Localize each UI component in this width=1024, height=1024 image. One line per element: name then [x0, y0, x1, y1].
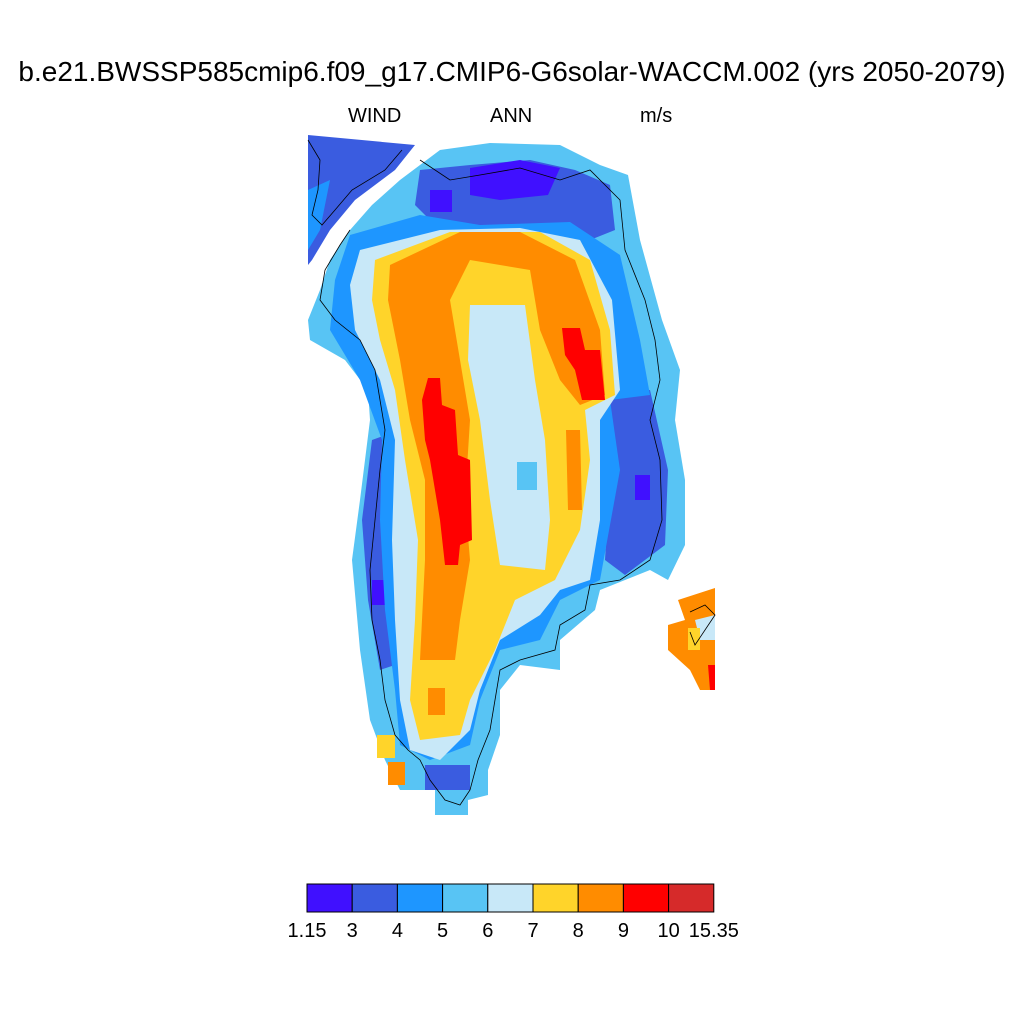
colorbar-box-5 — [532, 883, 579, 913]
colorbar-box-4 — [487, 883, 534, 913]
colorbar-tick-label: 5 — [437, 920, 449, 942]
colorbar-tick-label: 3 — [346, 920, 358, 942]
variable-label: WIND — [348, 105, 402, 127]
colorbar-tick-label: 6 — [482, 920, 494, 942]
iceland-red — [708, 665, 715, 690]
colorbar-tick-label: 1.15 — [287, 920, 327, 942]
colorbar-box-2 — [396, 883, 444, 913]
southwest-yellow-spot — [377, 735, 395, 758]
southwest-orange-spot — [388, 762, 405, 785]
north-blue-cap — [415, 160, 615, 240]
north-purple-cap — [470, 160, 560, 200]
colorbar-box-6 — [577, 883, 624, 913]
colorbar-box-3 — [442, 883, 489, 913]
south-orange-spot — [428, 688, 445, 715]
nw-land-patch — [308, 135, 415, 265]
colorbar-box-7 — [622, 883, 670, 913]
colorbar-tick-label: 4 — [391, 920, 403, 942]
north-purple-spot — [430, 190, 452, 212]
colorbar-tick-label: 10 — [657, 920, 680, 942]
colorbar-tick-label: 8 — [572, 920, 584, 942]
wind-field — [307, 135, 716, 815]
south-blue-patch — [425, 765, 470, 790]
season-label: ANN — [490, 105, 533, 127]
coastline-iceland — [689, 604, 716, 646]
units-label: m/s — [640, 105, 673, 127]
west-red-max — [422, 378, 472, 565]
colorbar-tick-label: 9 — [617, 920, 629, 942]
colorbar-box-1 — [351, 883, 398, 913]
colorbar-tick-label: 15.35 — [688, 920, 739, 942]
coastline — [319, 159, 663, 806]
colorbar-box-8 — [668, 883, 715, 913]
east-orange-strip — [566, 430, 582, 510]
orange-band — [388, 232, 605, 660]
interior-pale-dome — [468, 305, 550, 570]
east-red-max — [562, 328, 605, 400]
nw-land-edge — [308, 180, 330, 250]
coastline-nw — [307, 139, 403, 226]
east-purple-spot — [635, 475, 650, 500]
plot-title: b.e21.BWSSP585cmip6.f09_g17.CMIP6-G6sola… — [18, 56, 1006, 87]
interior-blue-spot — [517, 462, 537, 490]
colorbar-box-0 — [306, 883, 353, 913]
colorbar-tick-label: 7 — [527, 920, 539, 942]
